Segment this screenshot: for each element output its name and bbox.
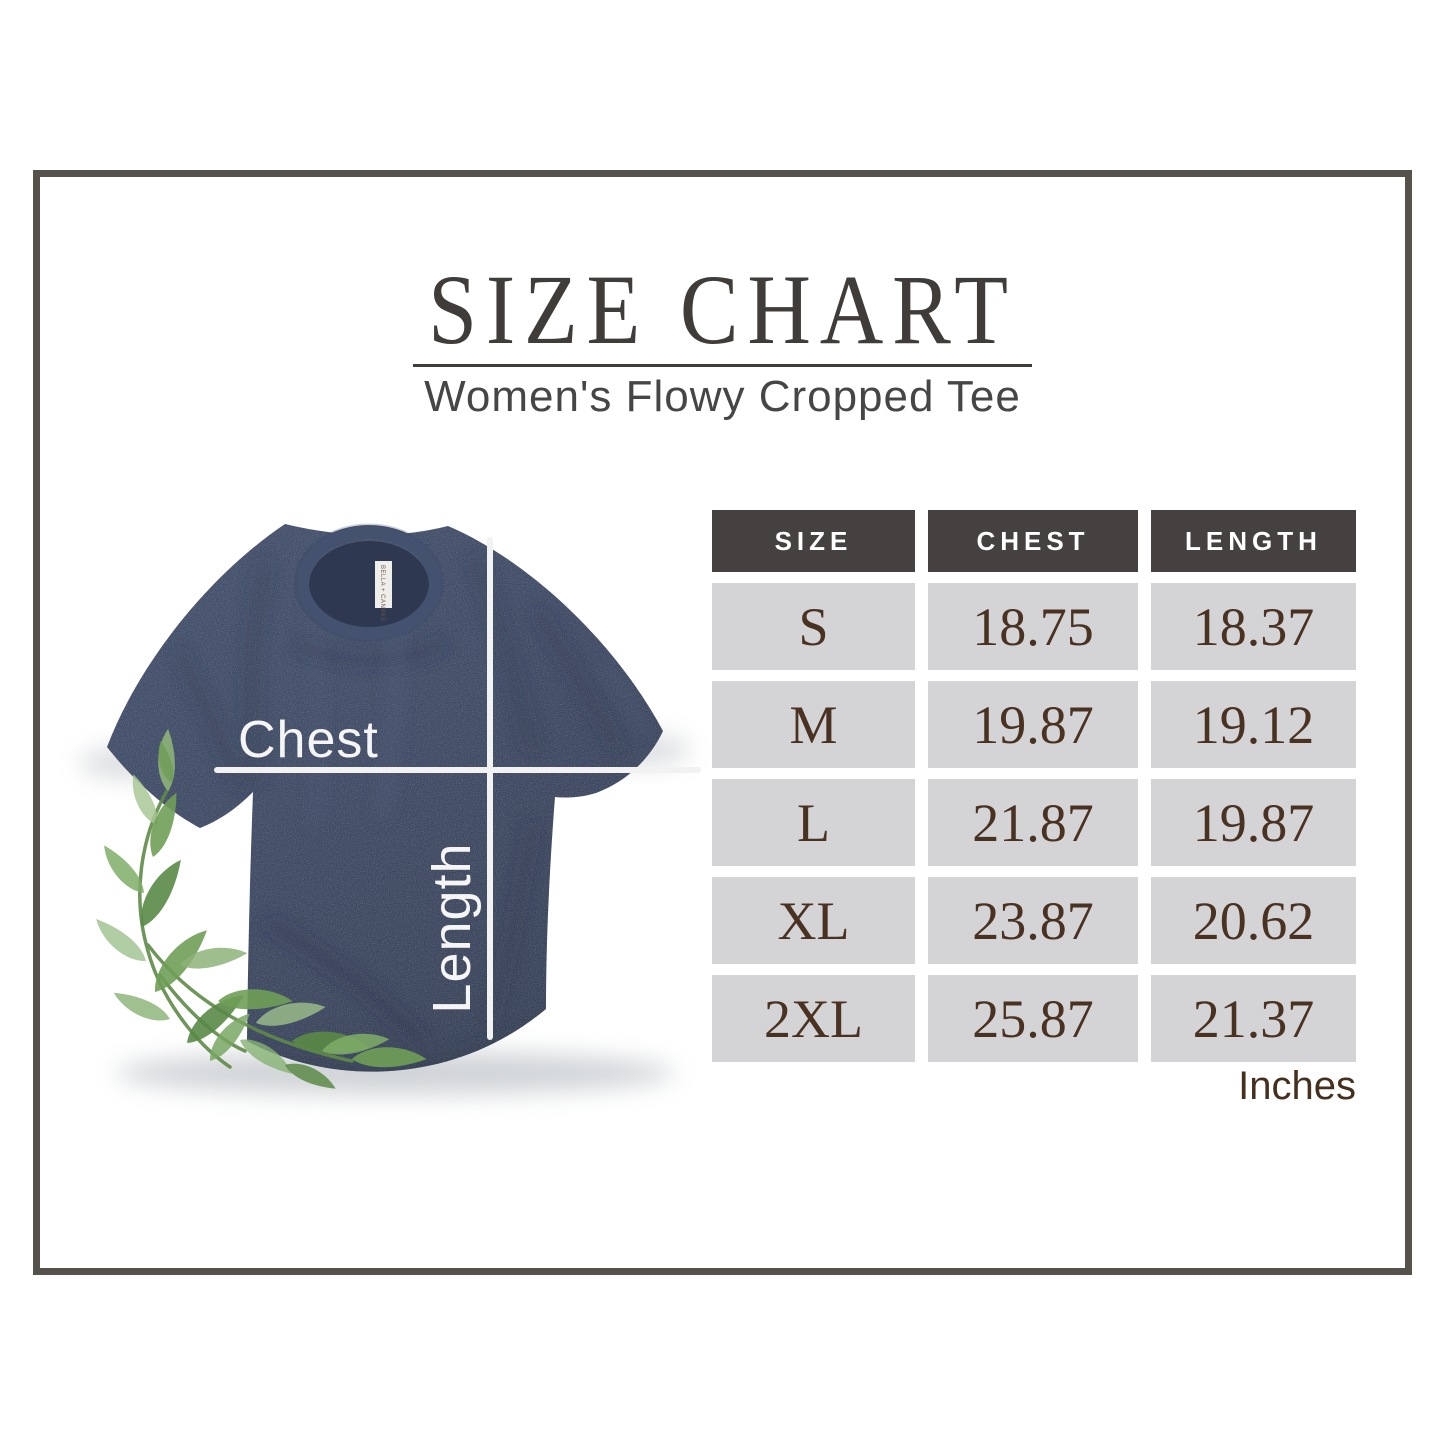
border-frame xyxy=(33,170,1412,1275)
tshirt-svg: BELLA + CANVAS xyxy=(80,523,690,1095)
page-subtitle: Women's Flowy Cropped Tee xyxy=(424,372,1021,421)
chest-value: 19.87 xyxy=(928,681,1138,768)
title-divider xyxy=(413,364,1032,367)
size-cell: L xyxy=(712,779,915,866)
chest-measure-line xyxy=(214,767,701,773)
page-title: SIZE CHART xyxy=(428,254,1017,365)
chest-value: 25.87 xyxy=(928,975,1138,1062)
length-measure-line xyxy=(487,537,493,1040)
size-cell: 2XL xyxy=(712,975,915,1062)
chest-value: 18.75 xyxy=(928,583,1138,670)
chest-value: 23.87 xyxy=(928,877,1138,964)
size-cell: XL xyxy=(712,877,915,964)
units-note: Inches xyxy=(1238,1064,1356,1108)
collar xyxy=(293,523,445,643)
length-value: 18.37 xyxy=(1151,583,1356,670)
length-value: 19.12 xyxy=(1151,681,1356,768)
header-length: LENGTH xyxy=(1151,510,1356,572)
tshirt-illustration: BELLA + CANVAS xyxy=(60,495,720,1130)
length-value: 19.87 xyxy=(1151,779,1356,866)
collar-tag: BELLA + CANVAS xyxy=(375,561,392,621)
header-size: SIZE xyxy=(712,510,915,572)
size-cell: M xyxy=(712,681,915,768)
size-table: SIZE CHEST LENGTH S 18.75 18.37 M 19.87 … xyxy=(712,510,1356,1062)
length-label: Length xyxy=(422,842,482,1014)
size-cell: S xyxy=(712,583,915,670)
length-value: 20.62 xyxy=(1151,877,1356,964)
leaves xyxy=(96,728,427,1089)
chest-value: 21.87 xyxy=(928,779,1138,866)
collar-tag-text: BELLA + CANVAS xyxy=(379,565,385,621)
greenery-branch xyxy=(96,728,427,1089)
header-chest: CHEST xyxy=(928,510,1138,572)
chest-label: Chest xyxy=(238,711,379,769)
length-value: 21.37 xyxy=(1151,975,1356,1062)
